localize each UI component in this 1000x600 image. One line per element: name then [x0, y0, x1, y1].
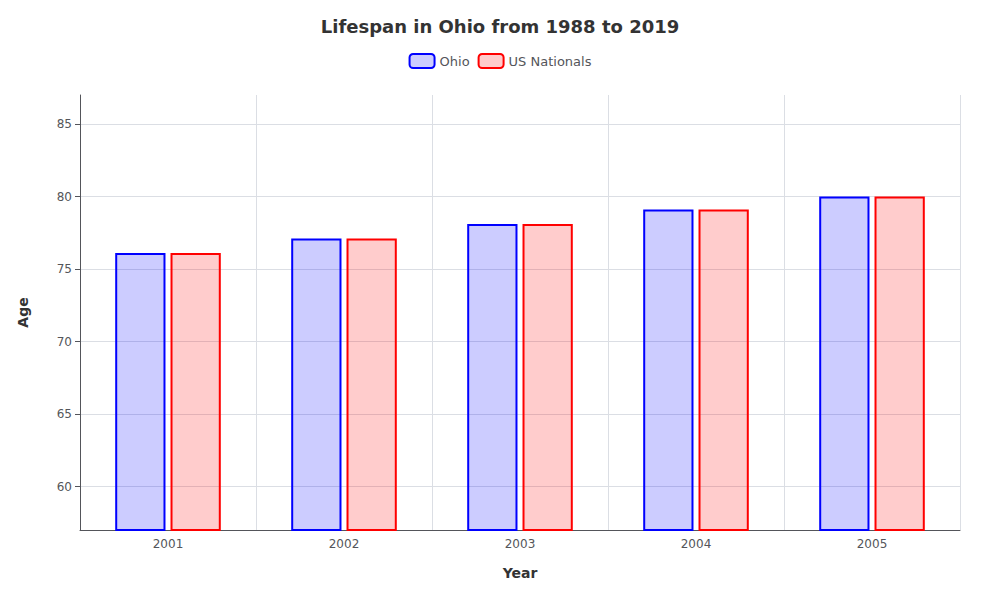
svg-text:Age: Age [15, 297, 31, 327]
svg-text:Year: Year [502, 565, 538, 581]
svg-text:2001: 2001 [153, 537, 184, 551]
svg-text:2004: 2004 [681, 537, 712, 551]
svg-text:US Nationals: US Nationals [509, 54, 592, 69]
svg-text:80: 80 [57, 190, 72, 204]
svg-text:Ohio: Ohio [440, 54, 470, 69]
svg-text:60: 60 [57, 480, 72, 494]
svg-text:70: 70 [57, 335, 72, 349]
svg-text:75: 75 [57, 262, 72, 276]
svg-text:2002: 2002 [329, 537, 360, 551]
svg-text:65: 65 [57, 407, 72, 421]
svg-text:2005: 2005 [857, 537, 888, 551]
svg-text:Lifespan in Ohio from 1988 to: Lifespan in Ohio from 1988 to 2019 [321, 16, 679, 37]
svg-text:2003: 2003 [505, 537, 536, 551]
svg-text:85: 85 [57, 117, 72, 131]
